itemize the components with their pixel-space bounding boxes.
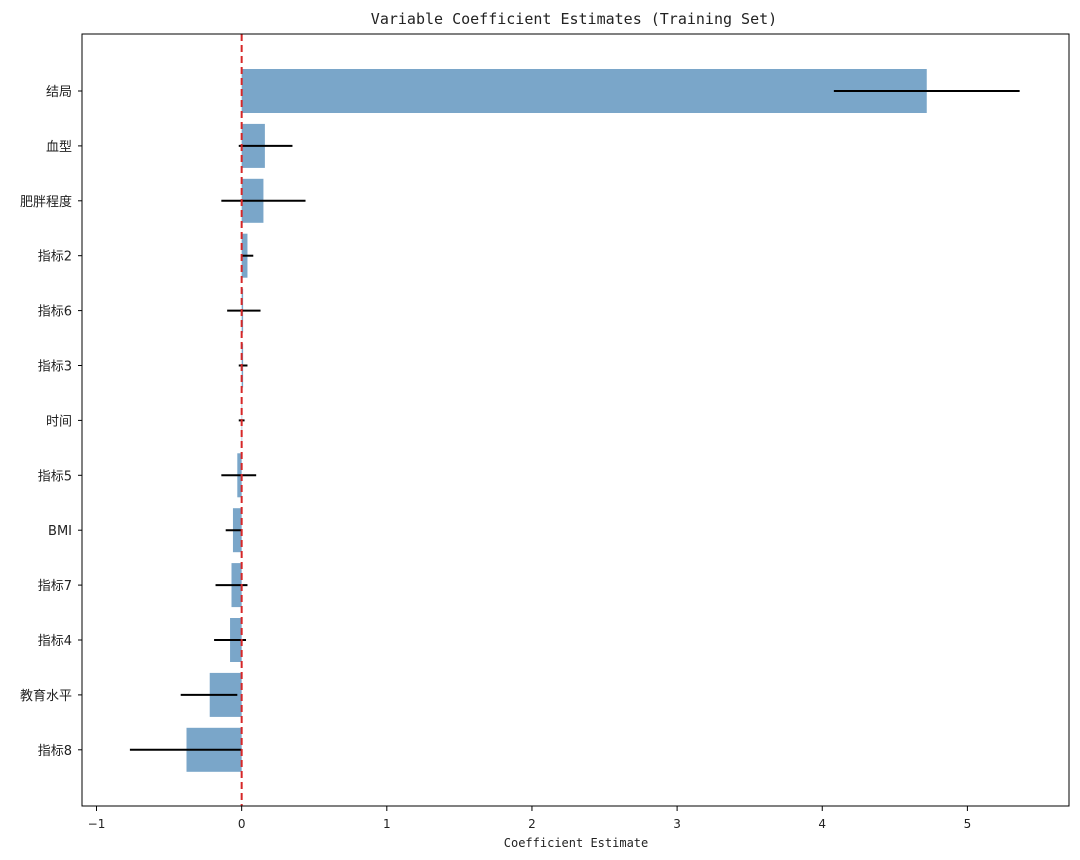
y-tick-label: 指标7 [38,579,72,594]
x-tick-label: 3 [673,817,681,831]
chart-title: Variable Coefficient Estimates (Training… [371,10,777,28]
y-tick-label: 指标5 [38,469,72,484]
y-tick-label: 指标3 [38,360,72,375]
y-tick-label: 指标2 [38,250,72,265]
y-tick-label: 教育水平 [20,688,72,704]
y-tick-label: 指标8 [38,744,72,759]
y-tick-label: 结局 [46,85,72,100]
bar-0 [241,69,927,113]
x-tick-label: 2 [528,817,536,831]
x-tick-label: −1 [88,817,106,831]
bars-layer [186,69,927,772]
x-tick-label: 4 [818,817,826,831]
y-tick-label: 肥胖程度 [20,194,72,210]
y-tick-label: 时间 [46,414,72,429]
y-tick-label: 指标4 [38,634,72,649]
y-tick-label: BMI [48,524,72,539]
x-tick-label: 0 [238,817,246,831]
x-ticks-layer: −1 0 1 2 3 4 5 [88,806,972,831]
y-tick-label: 指标6 [38,305,72,320]
y-tick-label: 血型 [46,140,72,155]
x-axis-label: Coefficient Estimate [504,836,649,850]
x-tick-label: 5 [964,817,972,831]
x-tick-label: 1 [383,817,391,831]
